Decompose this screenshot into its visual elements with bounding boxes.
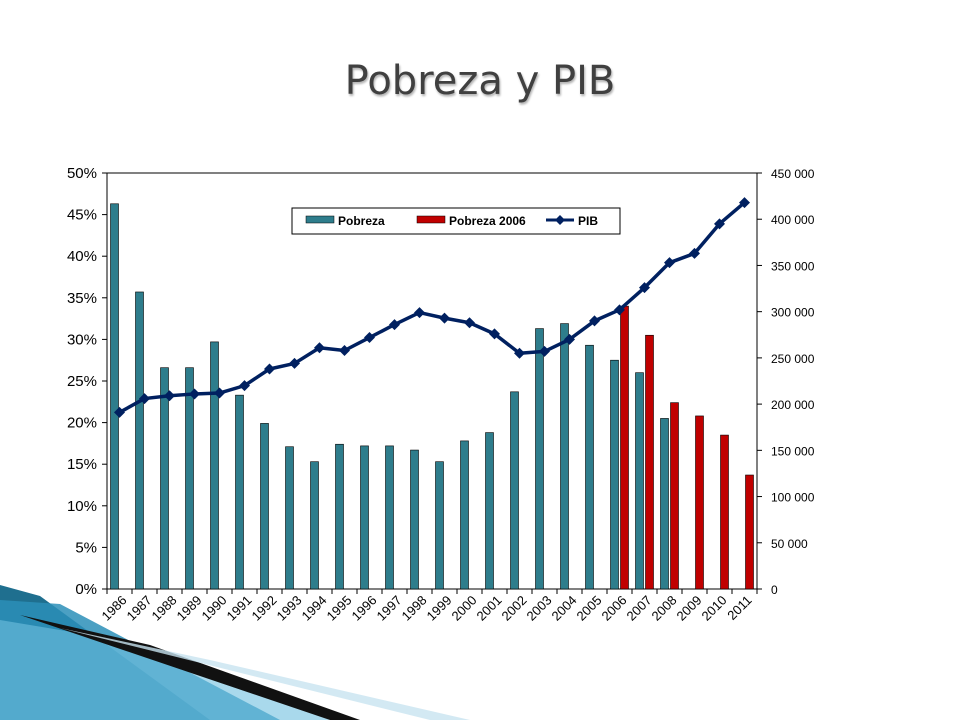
- bar-pobreza: [460, 440, 469, 590]
- bar-pobreza: [410, 449, 419, 590]
- point-pib: [714, 218, 725, 230]
- bar-pobreza: [510, 391, 519, 590]
- point-pib: [639, 282, 650, 294]
- y-tick-label: 15%: [67, 456, 97, 473]
- point-pib: [689, 247, 700, 259]
- bar-pobreza: [585, 344, 594, 590]
- bar-pobreza: [560, 323, 569, 590]
- point-pib: [389, 319, 400, 331]
- y-tick-label: 50%: [67, 165, 97, 182]
- y-tick-label: 20%: [67, 415, 97, 432]
- point-pib: [539, 345, 550, 357]
- legend-label: Pobreza: [338, 214, 385, 228]
- point-pib: [439, 312, 450, 324]
- y2-tick-label: 100 000: [771, 491, 815, 505]
- bar-pobreza: [485, 432, 494, 590]
- bar-pobreza: [635, 372, 644, 590]
- bar-pobreza-2006: [670, 402, 679, 590]
- bar-pobreza: [235, 394, 244, 590]
- y2-tick-label: 0: [771, 583, 778, 597]
- bar-pobreza: [310, 461, 319, 590]
- y2-tick-label: 200 000: [771, 398, 815, 412]
- bar-pobreza: [185, 367, 194, 590]
- y-tick-label: 10%: [67, 498, 97, 515]
- y2-tick-label: 250 000: [771, 352, 815, 366]
- y-tick-label: 35%: [67, 290, 97, 307]
- legend-swatch: [305, 215, 335, 224]
- slide-title: Pobreza y PIB: [344, 58, 616, 104]
- bar-pobreza: [135, 291, 144, 590]
- point-pib: [464, 317, 475, 329]
- y-tick-label: 25%: [67, 373, 97, 390]
- point-pib: [314, 342, 325, 354]
- y2-tick-label: 150 000: [771, 444, 815, 458]
- y2-tick-label: 450 000: [771, 167, 815, 181]
- point-pib: [414, 307, 425, 319]
- y2-tick-label: 50 000: [771, 537, 808, 551]
- y2-tick-label: 350 000: [771, 259, 815, 273]
- point-pib: [664, 257, 675, 269]
- point-pib: [339, 344, 350, 356]
- bar-pobreza: [435, 461, 444, 590]
- point-pib: [114, 406, 125, 418]
- bar-pobreza-2006: [695, 415, 704, 590]
- point-pib: [239, 380, 250, 392]
- point-pib: [189, 388, 200, 400]
- point-pib: [164, 390, 175, 402]
- bar-pobreza: [535, 328, 544, 590]
- point-pib: [614, 304, 625, 316]
- bar-pobreza-2006: [645, 334, 654, 590]
- bar-pobreza: [110, 203, 119, 590]
- y-tick-label: 40%: [67, 248, 97, 265]
- bar-pobreza: [610, 359, 619, 590]
- point-pib: [514, 347, 525, 359]
- point-pib: [489, 328, 500, 340]
- point-pib: [364, 332, 375, 344]
- bar-pobreza: [285, 446, 294, 590]
- bar-pobreza-2006: [745, 474, 754, 590]
- legend-marker: [555, 215, 565, 225]
- bar-pobreza: [360, 445, 369, 590]
- point-pib: [214, 387, 225, 399]
- bar-pobreza-2006: [720, 434, 729, 590]
- point-pib: [589, 315, 600, 327]
- y2-tick-label: 400 000: [771, 213, 815, 227]
- legend-label: Pobreza 2006: [449, 214, 526, 228]
- point-pib: [264, 363, 275, 375]
- point-pib: [739, 197, 750, 209]
- bar-pobreza: [210, 341, 219, 590]
- point-pib: [289, 357, 300, 369]
- y-tick-label: 0%: [75, 581, 97, 598]
- y-tick-label: 30%: [67, 331, 97, 348]
- y-tick-label: 45%: [67, 207, 97, 224]
- bar-pobreza: [660, 418, 669, 590]
- bar-pobreza: [335, 443, 344, 590]
- legend-label: PIB: [578, 214, 598, 228]
- legend-swatch: [416, 215, 446, 224]
- point-pib: [139, 393, 150, 405]
- y-tick-label: 5%: [75, 539, 97, 556]
- y2-tick-label: 300 000: [771, 306, 815, 320]
- bar-pobreza: [385, 445, 394, 590]
- point-pib: [564, 333, 575, 345]
- bar-pobreza: [260, 423, 269, 590]
- bar-pobreza: [160, 367, 169, 590]
